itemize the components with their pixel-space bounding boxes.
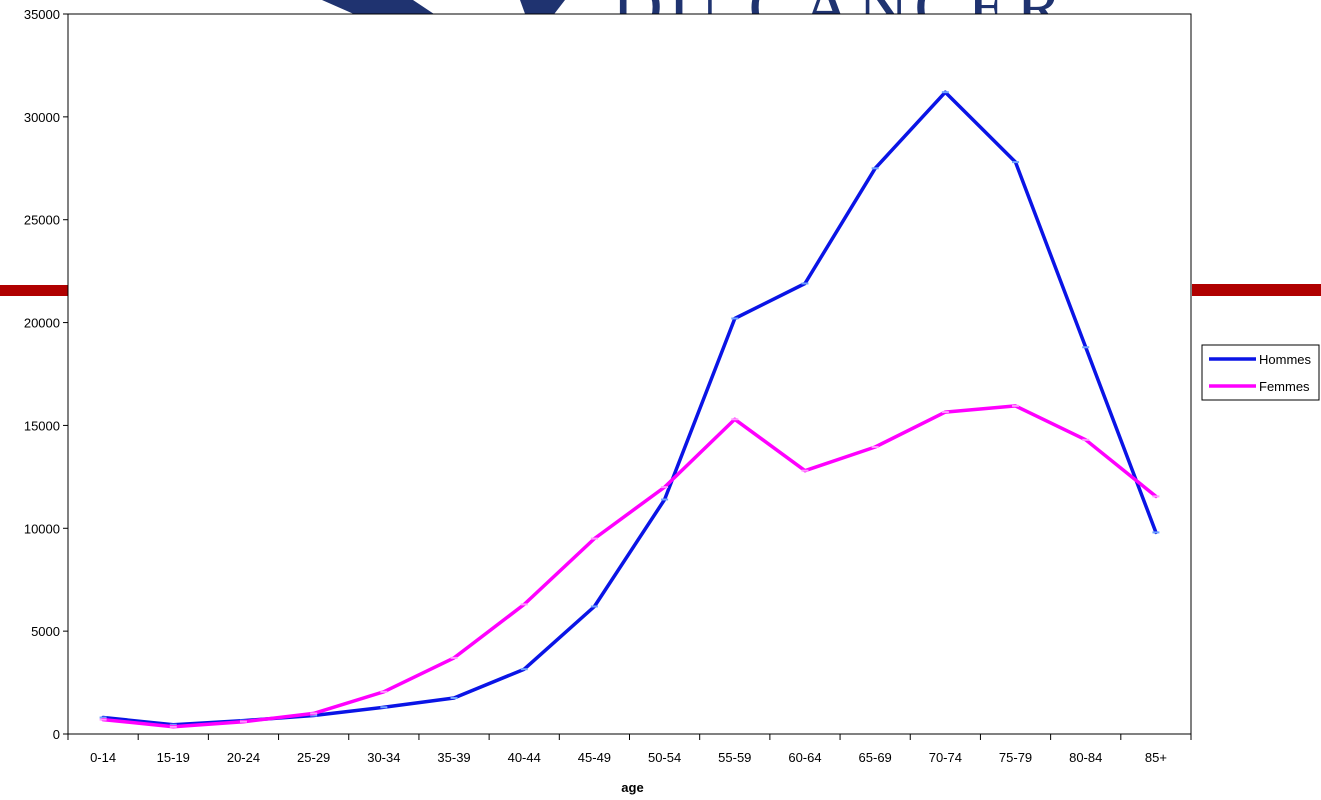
- y-axis: 0 5000 10000 15000 20000 25000 30000 35000: [24, 7, 68, 742]
- right-red-bar: [1192, 284, 1321, 296]
- left-red-bar: [0, 285, 69, 296]
- plot-area: [67, 13, 1192, 735]
- x-tick-label: 45-49: [578, 750, 611, 765]
- series-layer: [99, 90, 1160, 729]
- x-tick-label: 55-59: [718, 750, 751, 765]
- x-tick-label: 80-84: [1069, 750, 1102, 765]
- y-tick-label: 35000: [24, 7, 60, 22]
- x-tick-label: 40-44: [508, 750, 541, 765]
- series-line-femmes: [101, 404, 1158, 729]
- y-tick-label: 30000: [24, 110, 60, 125]
- y-tick-label: 10000: [24, 521, 60, 536]
- legend-label-femmes: Femmes: [1259, 379, 1310, 394]
- x-axis: 0-14 15-19 20-24 25-29 30-34 35-39 40-44 45-49 5…: [67, 734, 1192, 765]
- x-axis-label: age: [621, 780, 643, 795]
- x-tick-label: 35-39: [437, 750, 470, 765]
- y-tick-label: 20000: [24, 316, 60, 331]
- x-tick-label: 70-74: [929, 750, 962, 765]
- x-tick-label: 65-69: [859, 750, 892, 765]
- x-tick-label: 60-64: [788, 750, 821, 765]
- legend: Hommes Femmes: [1201, 344, 1320, 401]
- x-tick-label: 75-79: [999, 750, 1032, 765]
- x-tick-label: 25-29: [297, 750, 330, 765]
- y-tick-label: 15000: [24, 418, 60, 433]
- x-tick-label: 0-14: [90, 750, 116, 765]
- x-tick-label: 85+: [1145, 750, 1167, 765]
- legend-box: [1201, 344, 1320, 401]
- y-tick-label: 5000: [31, 624, 60, 639]
- x-tick-label: 30-34: [367, 750, 400, 765]
- y-tick-label: 25000: [24, 213, 60, 228]
- x-tick-label: 50-54: [648, 750, 681, 765]
- x-tick-label: 20-24: [227, 750, 260, 765]
- x-tick-label: 15-19: [157, 750, 190, 765]
- y-tick-label: 0: [53, 727, 60, 742]
- legend-label-hommes: Hommes: [1259, 352, 1312, 367]
